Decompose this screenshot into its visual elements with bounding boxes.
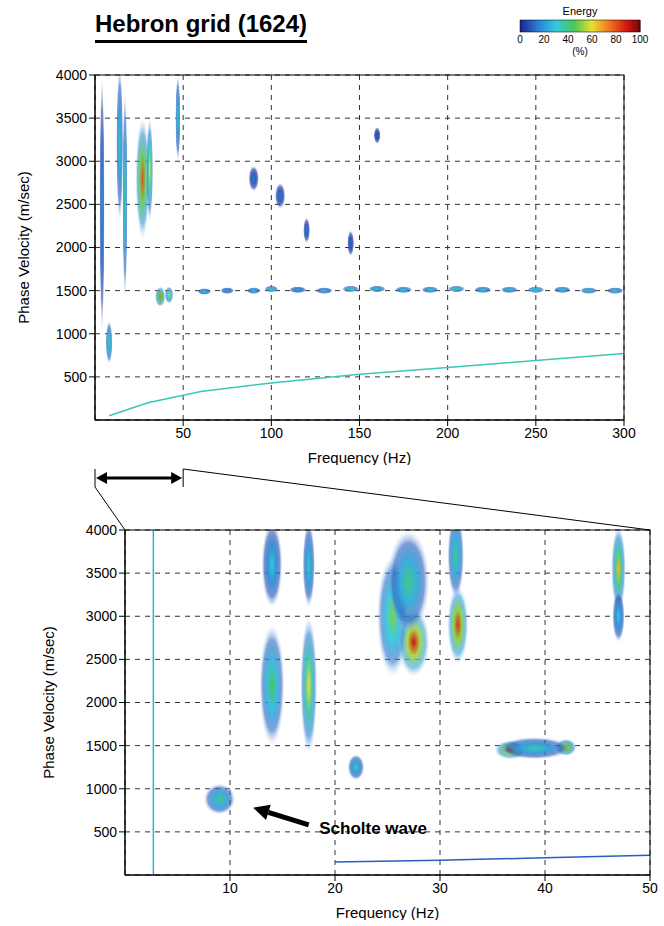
svg-text:40: 40 (537, 880, 553, 896)
svg-text:60: 60 (586, 34, 598, 45)
svg-text:80: 80 (610, 34, 622, 45)
svg-text:500: 500 (94, 824, 118, 840)
svg-text:20: 20 (327, 880, 343, 896)
svg-text:100: 100 (260, 425, 284, 441)
svg-text:1000: 1000 (56, 326, 87, 342)
svg-text:3500: 3500 (56, 110, 87, 126)
svg-text:3000: 3000 (86, 608, 117, 624)
svg-text:0: 0 (517, 34, 523, 45)
svg-text:50: 50 (175, 425, 191, 441)
svg-text:2500: 2500 (56, 196, 87, 212)
svg-text:10: 10 (222, 880, 238, 896)
svg-text:20: 20 (538, 34, 550, 45)
svg-text:1500: 1500 (56, 283, 87, 299)
svg-text:2000: 2000 (86, 694, 117, 710)
svg-text:(%): (%) (572, 46, 588, 57)
svg-text:500: 500 (64, 369, 88, 385)
svg-text:Frequency (Hz): Frequency (Hz) (308, 449, 411, 465)
svg-text:Phase Velocity (m/sec): Phase Velocity (m/sec) (15, 171, 32, 324)
svg-text:50: 50 (642, 880, 658, 896)
svg-text:2500: 2500 (86, 651, 117, 667)
svg-text:30: 30 (432, 880, 448, 896)
svg-text:40: 40 (562, 34, 574, 45)
svg-text:200: 200 (436, 425, 460, 441)
svg-text:150: 150 (348, 425, 372, 441)
html-text:Hebron grid (1624): Hebron grid (1624) (95, 10, 307, 37)
svg-text:4000: 4000 (56, 67, 87, 83)
svg-text:300: 300 (612, 425, 636, 441)
svg-text:2000: 2000 (56, 239, 87, 255)
svg-text:100: 100 (632, 34, 649, 45)
svg-text:1000: 1000 (86, 781, 117, 797)
svg-text:Energy: Energy (563, 5, 598, 17)
svg-text:1500: 1500 (86, 738, 117, 754)
svg-text:3000: 3000 (56, 153, 87, 169)
svg-text:3500: 3500 (86, 565, 117, 581)
svg-text:4000: 4000 (86, 522, 117, 538)
svg-text:Phase Velocity (m/sec): Phase Velocity (m/sec) (40, 626, 57, 779)
svg-text:Scholte wave: Scholte wave (319, 819, 427, 838)
svg-text:Frequency (Hz): Frequency (Hz) (336, 904, 439, 920)
svg-text:250: 250 (524, 425, 548, 441)
